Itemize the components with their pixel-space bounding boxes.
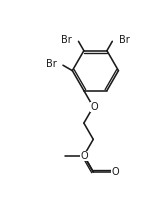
Text: O: O <box>111 167 119 177</box>
Text: O: O <box>90 102 98 112</box>
Text: O: O <box>80 151 88 160</box>
Text: Br: Br <box>119 35 130 45</box>
Text: Br: Br <box>46 59 56 69</box>
Text: Br: Br <box>61 35 72 45</box>
